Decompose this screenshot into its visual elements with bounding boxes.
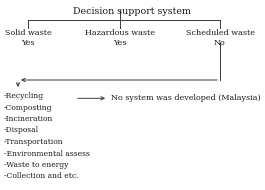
- Text: No system was developed (Malaysia): No system was developed (Malaysia): [111, 94, 261, 102]
- Text: Scheduled waste
No: Scheduled waste No: [186, 29, 254, 47]
- Text: -Collection and etc.: -Collection and etc.: [4, 173, 78, 180]
- Text: -Disposal: -Disposal: [4, 127, 39, 135]
- Text: Hazardous waste
Yes: Hazardous waste Yes: [85, 29, 155, 47]
- Text: -Waste to energy: -Waste to energy: [4, 161, 68, 169]
- Text: -Recycling: -Recycling: [4, 92, 44, 100]
- Text: -Incineration: -Incineration: [4, 115, 53, 123]
- Text: -Environmental assess: -Environmental assess: [4, 150, 90, 158]
- Text: -Composting: -Composting: [4, 104, 52, 112]
- Text: -Transportation: -Transportation: [4, 138, 64, 146]
- Text: Solid waste
Yes: Solid waste Yes: [5, 29, 51, 47]
- Text: Decision support system: Decision support system: [73, 7, 191, 16]
